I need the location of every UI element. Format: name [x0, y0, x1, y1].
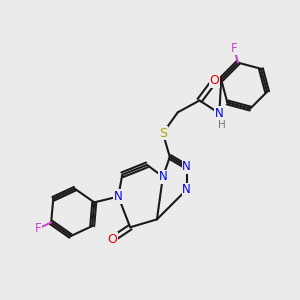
Text: O: O: [209, 74, 219, 87]
Text: F: F: [231, 42, 237, 55]
Text: O: O: [107, 233, 117, 246]
Text: H: H: [218, 120, 226, 130]
Text: N: N: [114, 190, 123, 203]
Text: S: S: [159, 127, 167, 140]
Text: N: N: [182, 160, 191, 173]
Text: N: N: [158, 170, 167, 183]
Text: F: F: [34, 222, 41, 235]
Text: N: N: [182, 183, 191, 196]
Text: N: N: [215, 107, 224, 120]
